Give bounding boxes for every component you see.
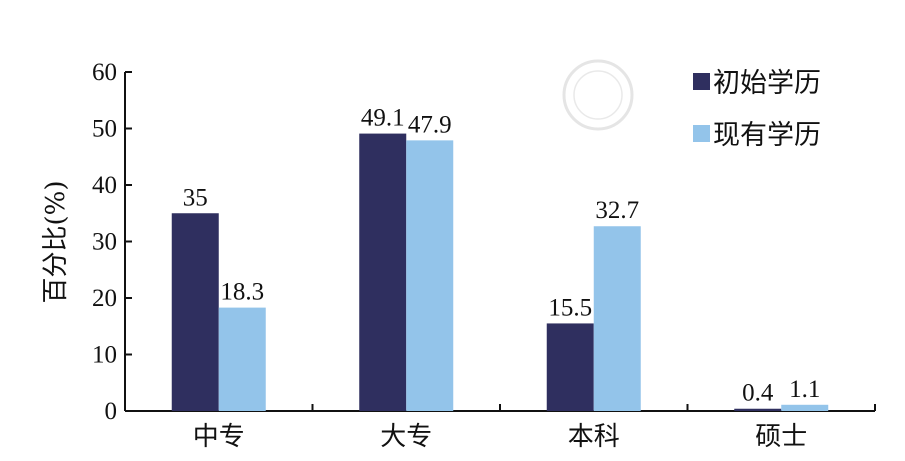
data-label: 49.1	[361, 105, 405, 132]
x-tick-label: 本科	[568, 422, 620, 452]
y-tick-label: 10	[92, 342, 117, 369]
x-tick-label: 硕士	[755, 422, 807, 452]
y-axis-label: 百分比(%)	[41, 181, 71, 304]
legend-swatch	[693, 125, 710, 142]
data-labels: 35 18.3 49.1 47.9 15.5 32.7 0.4 1.1	[183, 105, 821, 407]
y-tick-label: 60	[92, 59, 117, 86]
legend-label: 初始学历	[713, 68, 821, 99]
bar	[546, 323, 594, 411]
data-label: 47.9	[408, 111, 452, 138]
y-tick-label: 50	[92, 116, 117, 143]
data-label: 1.1	[789, 376, 820, 403]
data-label: 15.5	[548, 294, 592, 321]
bar	[734, 408, 782, 411]
bar	[171, 213, 219, 411]
data-label: 0.4	[742, 380, 774, 407]
data-label: 32.7	[595, 197, 639, 224]
y-tick-label: 0	[105, 398, 118, 425]
legend-swatch	[693, 73, 710, 90]
bars	[171, 133, 829, 412]
bar	[781, 404, 829, 411]
bar	[359, 133, 407, 411]
y-tick-label: 20	[92, 285, 117, 312]
x-tick-label: 大专	[380, 422, 432, 452]
data-label: 18.3	[220, 279, 264, 306]
y-tick-label: 30	[92, 229, 117, 256]
bar	[218, 307, 266, 411]
axes: 0 10 20 30 40 50 60 中专 大专 本科 硕士	[92, 59, 876, 452]
legend-label: 现有学历	[713, 120, 821, 151]
bar	[593, 226, 641, 411]
watermark	[562, 59, 634, 131]
data-label: 35	[183, 184, 208, 211]
x-tick-label: 中专	[193, 422, 245, 452]
y-tick-label: 40	[92, 172, 117, 199]
bar	[406, 140, 454, 412]
